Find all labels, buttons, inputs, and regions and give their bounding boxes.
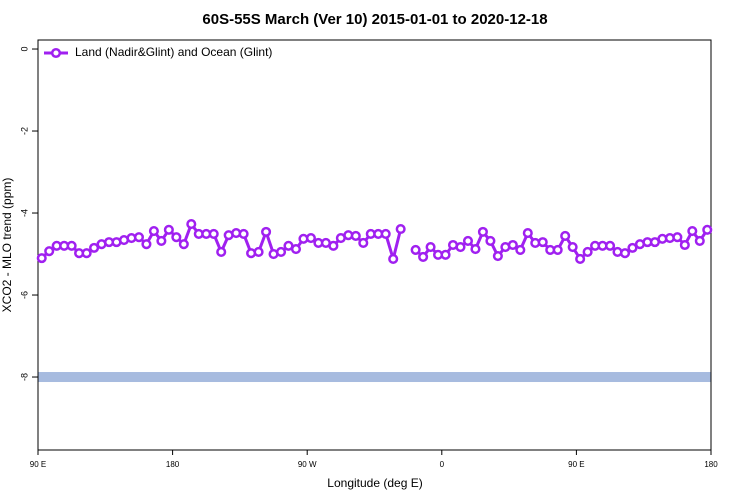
y-tick-label: -4 bbox=[19, 209, 29, 217]
data-point bbox=[425, 242, 436, 253]
data-point bbox=[522, 228, 533, 239]
data-point bbox=[537, 237, 548, 248]
data-point bbox=[694, 235, 705, 246]
data-point bbox=[275, 246, 287, 258]
data-point bbox=[328, 240, 339, 251]
reference-band bbox=[38, 372, 711, 383]
data-point bbox=[36, 253, 47, 264]
data-point bbox=[492, 251, 503, 262]
data-point bbox=[141, 239, 152, 250]
data-point bbox=[350, 230, 361, 242]
data-point bbox=[44, 246, 55, 257]
y-axis-label: XCO2 - MLO trend (ppm) bbox=[0, 178, 14, 313]
data-point bbox=[507, 239, 518, 251]
data-point bbox=[687, 226, 698, 237]
data-point bbox=[462, 235, 474, 246]
data-point bbox=[261, 226, 272, 237]
data-point bbox=[627, 242, 638, 253]
data-point bbox=[440, 249, 451, 260]
data-point bbox=[178, 239, 189, 250]
data-point bbox=[470, 244, 481, 255]
data-point bbox=[380, 228, 391, 239]
data-point bbox=[560, 230, 571, 242]
data-point bbox=[477, 226, 488, 237]
y-tick-label: 0 bbox=[19, 47, 29, 52]
data-point bbox=[388, 253, 399, 264]
data-point bbox=[485, 235, 496, 246]
x-axis-label: Longitude (deg E) bbox=[327, 476, 422, 490]
data-point bbox=[186, 219, 197, 230]
data-point bbox=[305, 232, 316, 244]
data-point bbox=[582, 246, 593, 258]
data-point bbox=[216, 246, 227, 258]
data-point bbox=[702, 224, 713, 235]
data-point bbox=[679, 239, 690, 251]
data-point bbox=[672, 232, 683, 243]
data-point bbox=[163, 224, 174, 235]
data-point bbox=[290, 244, 302, 255]
x-tick-label: 90 E bbox=[568, 460, 584, 469]
x-tick-label: 90 E bbox=[30, 460, 46, 469]
data-point bbox=[552, 244, 563, 255]
legend-label: Land (Nadir&Glint) and Ocean (Glint) bbox=[75, 45, 272, 59]
x-tick-label: 180 bbox=[166, 460, 180, 469]
data-point bbox=[89, 242, 100, 253]
data-point bbox=[515, 244, 526, 255]
data-point bbox=[253, 246, 264, 258]
x-tick-label: 180 bbox=[704, 460, 718, 469]
data-point bbox=[133, 232, 144, 243]
data-point bbox=[208, 228, 219, 239]
legend-marker bbox=[50, 47, 62, 59]
chart-title: 60S-55S March (Ver 10) 2015-01-01 to 202… bbox=[202, 11, 547, 28]
data-point bbox=[156, 235, 167, 246]
data-point bbox=[148, 226, 159, 237]
x-tick-label: 90 W bbox=[298, 460, 317, 469]
data-point bbox=[410, 244, 421, 255]
data-point bbox=[567, 242, 578, 253]
x-tick-label: 0 bbox=[440, 460, 445, 469]
y-tick-label: -2 bbox=[19, 127, 29, 135]
data-point bbox=[358, 237, 369, 248]
data-point bbox=[81, 248, 92, 259]
data-point bbox=[66, 240, 77, 251]
data-point bbox=[238, 228, 249, 239]
plot-frame bbox=[37, 39, 712, 451]
data-point bbox=[395, 223, 406, 235]
data-point bbox=[605, 240, 616, 251]
y-tick-label: -6 bbox=[19, 291, 29, 299]
data-point bbox=[575, 253, 586, 264]
data-point bbox=[171, 232, 182, 243]
data-point bbox=[418, 251, 429, 262]
data-point bbox=[455, 242, 466, 253]
y-tick-label: -8 bbox=[19, 373, 29, 381]
data-point bbox=[619, 248, 631, 259]
